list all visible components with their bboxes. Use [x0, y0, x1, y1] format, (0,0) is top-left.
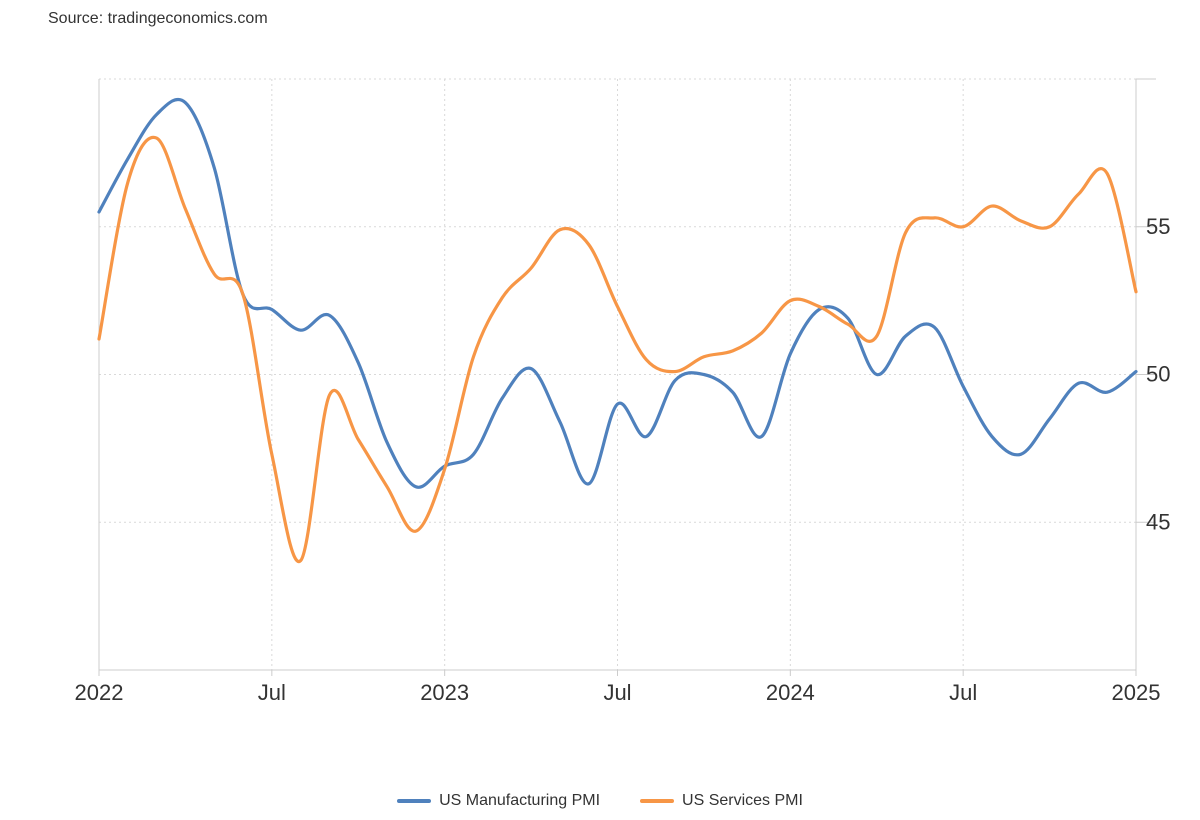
chart: 45 50 55 2022 Jul 2023 Jul 2024 Jul 2025 [75, 78, 1171, 705]
y-tick-label: 45 [1146, 509, 1170, 534]
legend-item-manufacturing[interactable]: US Manufacturing PMI [397, 792, 600, 810]
legend-label-manufacturing: US Manufacturing PMI [439, 792, 601, 809]
series-line-manufacturing[interactable] [97, 97, 1138, 489]
series-line-services[interactable] [97, 135, 1138, 564]
grid [99, 78, 1137, 670]
legend-item-services[interactable]: US Services PMI [640, 792, 803, 810]
x-tick-label: 2024 [766, 680, 815, 705]
series-layer [97, 97, 1138, 564]
x-tick-label: 2022 [75, 680, 124, 705]
axes [98, 78, 1156, 676]
y-tick-label: 50 [1146, 362, 1170, 387]
x-tick-label: Jul [603, 680, 631, 705]
legend-swatch-services [640, 799, 675, 803]
source-text: Source: tradingeconomics.com [48, 10, 268, 27]
y-tick-label: 55 [1146, 214, 1170, 239]
legend: US Manufacturing PMI US Services PMI [0, 792, 1200, 810]
x-tick-label: 2023 [420, 680, 469, 705]
legend-swatch-manufacturing [397, 799, 432, 803]
x-tick-label: 2025 [1112, 680, 1161, 705]
legend-label-services: US Services PMI [682, 792, 803, 809]
x-tick-label: Jul [258, 680, 286, 705]
tick-labels: 45 50 55 2022 Jul 2023 Jul 2024 Jul 2025 [75, 214, 1171, 705]
x-tick-label: Jul [949, 680, 977, 705]
